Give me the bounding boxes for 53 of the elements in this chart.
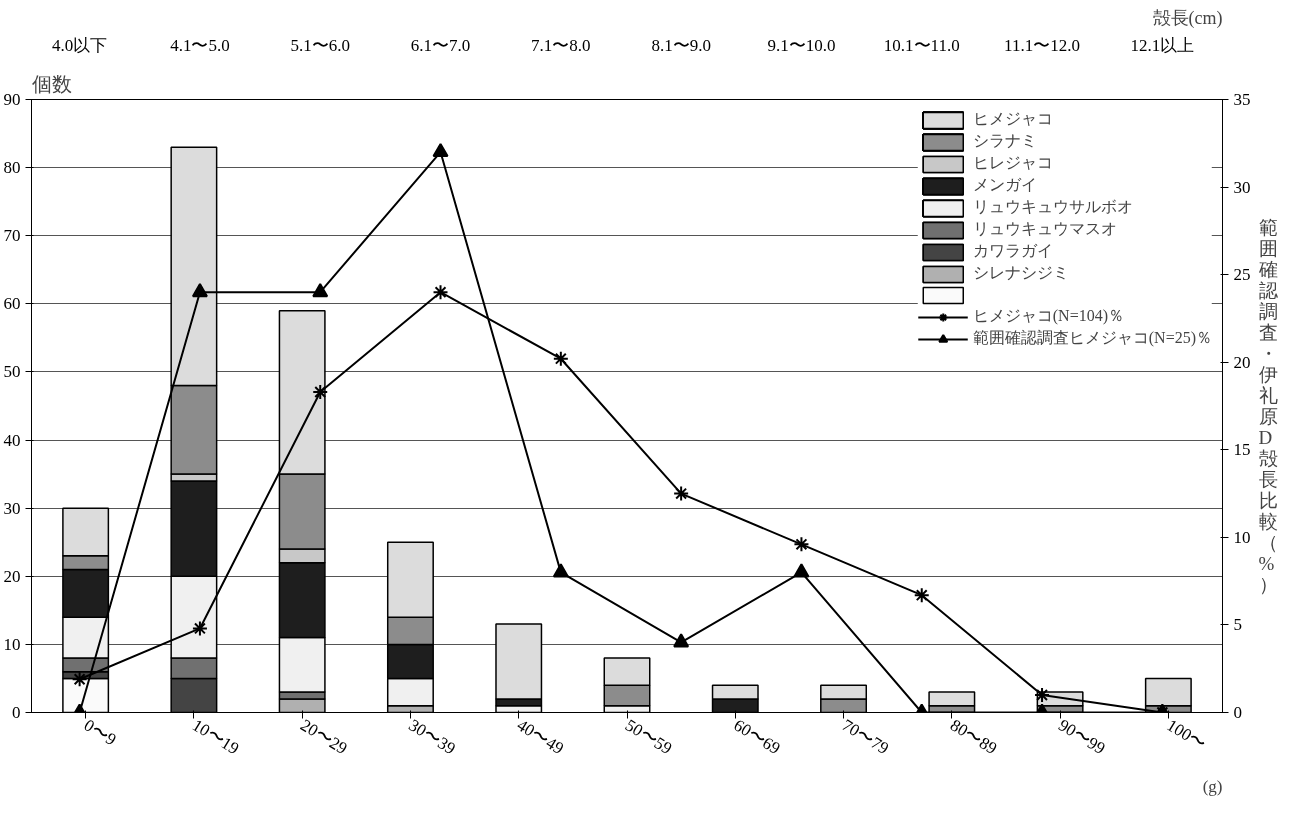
y-tick-label: 60 [3,294,21,314]
x-axis-title: (g) [1202,776,1223,796]
y-tick-label: 25 [1233,265,1251,285]
x-tick-label: 20〜29 [297,715,351,759]
legend-label: ヒレジャコ [972,153,1053,173]
y-tick-label: 35 [1233,90,1251,109]
x-tick-label: 4.0以下 [52,35,108,55]
legend-label: ヒメジャコ [972,109,1053,129]
x-tick-label: 8.1〜9.0 [651,35,711,55]
y-tick-label: 0 [1233,703,1242,722]
legend-label: リュウキュウマスオ [972,219,1117,239]
y-tick-label: 30 [1233,177,1251,197]
x-tick-label: 11.1〜12.0 [1004,35,1080,55]
x-tick-label: 12.1以上 [1130,35,1195,55]
legend-label: シラナミ [972,131,1037,151]
x-tick-label: 7.1〜8.0 [531,35,591,55]
y-tick-label: 5 [1233,615,1242,635]
x-tick-label: 10.1〜11.0 [883,35,960,55]
y-tick-label: 10 [3,634,21,654]
x-tick-label: 0〜9 [80,715,120,750]
x-tick-label: 4.1〜5.0 [170,35,230,55]
x-tick-label: 6.1〜7.0 [410,35,471,55]
legend-label: メンガイ [972,175,1037,195]
x-tick-label: 100〜 [1163,715,1210,754]
text: 範囲確認調査・伊礼原D殻長比較（%） [1258,217,1278,595]
y-tick-label: 90 [3,90,21,109]
x-axis-title: 殻長(cm) [1152,7,1223,29]
y-tick-label: 80 [3,158,21,178]
x-tick-label: 70〜79 [838,715,892,759]
y-tick-label: 30 [3,498,21,518]
legend-label: カワラガイ [972,241,1053,261]
x-tick-label: 9.1〜10.0 [767,35,836,55]
y-tick-label: 15 [1233,440,1251,460]
x-tick-label: 50〜59 [622,715,676,759]
legend-label: 範囲確認調査ヒメジャコ(N=25)％ [972,328,1212,349]
x-tick-label: 5.1〜6.0 [290,35,350,55]
legend-label: シレナシジミ [972,263,1069,283]
y-tick-label: 0 [12,703,21,722]
y-tick-label: 50 [3,362,21,382]
x-tick-label: 10〜19 [188,715,243,759]
y-tick-label: 20 [3,566,21,586]
y-axis-title: 個数 [31,72,72,95]
x-tick-label: 40〜49 [513,715,568,759]
x-tick-label: 80〜89 [946,715,1001,759]
y-tick-label: 20 [1233,352,1251,372]
x-tick-label: 90〜99 [1055,715,1109,759]
x-tick-label: 60〜69 [730,715,784,759]
y-tick-label: 10 [1233,527,1251,547]
legend-label: ヒメジャコ(N=104)％ [972,306,1124,327]
y-tick-label: 40 [3,430,21,450]
x-tick-label: 30〜39 [405,715,459,759]
legend-label: リュウキュウサルボオ [972,197,1133,217]
y-tick-label: 70 [3,226,21,246]
